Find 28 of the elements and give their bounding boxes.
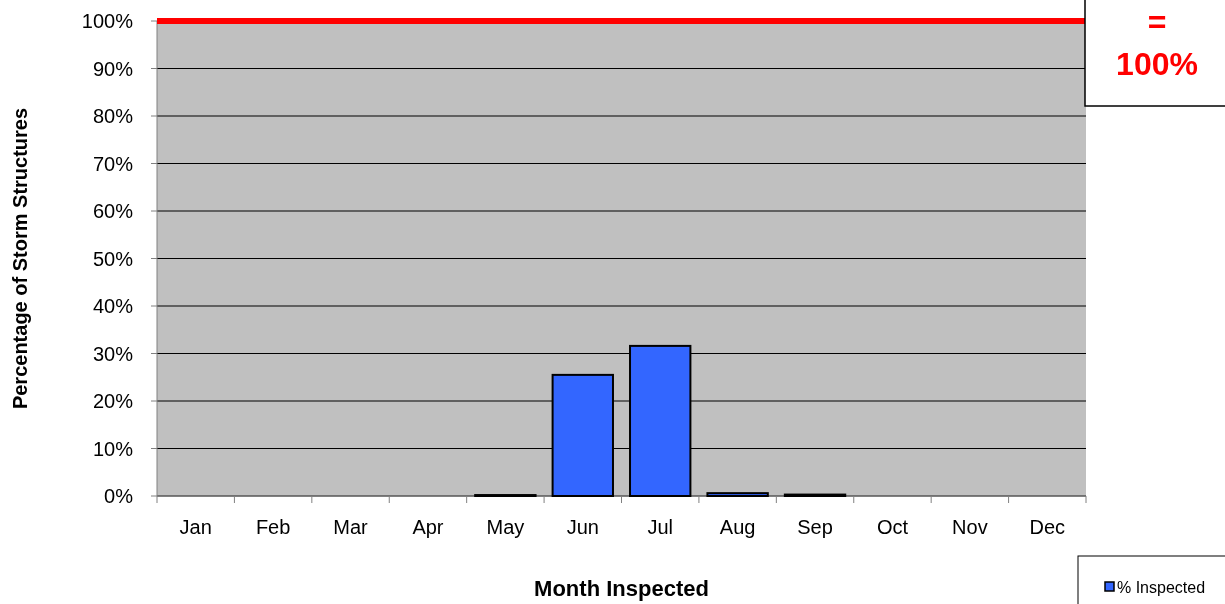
x-tick-label: Dec xyxy=(1029,516,1066,538)
x-tick-label: Jan xyxy=(179,516,212,538)
x-tick-label: Apr xyxy=(412,516,444,538)
y-tick-label: 80% xyxy=(92,105,134,127)
bar xyxy=(706,492,769,497)
y-tick-label: 30% xyxy=(92,342,134,365)
y-tick-label: 40% xyxy=(92,295,134,317)
x-tick-label: Sep xyxy=(797,516,833,538)
x-tick-label: Oct xyxy=(876,516,909,538)
x-tick-label: Jun xyxy=(566,516,599,538)
x-tick-label: Jul xyxy=(647,516,673,538)
x-axis-title: Month Inspected xyxy=(534,576,709,601)
x-tick-label: Mar xyxy=(333,516,369,538)
x-tick-label: Feb xyxy=(255,516,291,538)
y-tick-label: 70% xyxy=(92,152,134,175)
x-tick-label: May xyxy=(486,516,525,538)
x-tick-label: Aug xyxy=(719,516,756,538)
legend-label: % Inspected xyxy=(1117,578,1206,596)
y-tick-label: 90% xyxy=(92,57,134,80)
y-tick-label: 10% xyxy=(92,437,134,460)
y-tick-label: 100% xyxy=(81,10,134,32)
y-tick-label: 20% xyxy=(92,390,134,412)
y-axis-title: Percentage of Storm Structures xyxy=(9,107,31,410)
y-tick-label: 0% xyxy=(104,485,134,507)
y-tick-label: 50% xyxy=(92,247,134,270)
x-tick-label: Nov xyxy=(952,516,988,538)
ref-line-label: = 100% xyxy=(1116,4,1198,82)
y-tick-label: 60% xyxy=(92,200,134,222)
